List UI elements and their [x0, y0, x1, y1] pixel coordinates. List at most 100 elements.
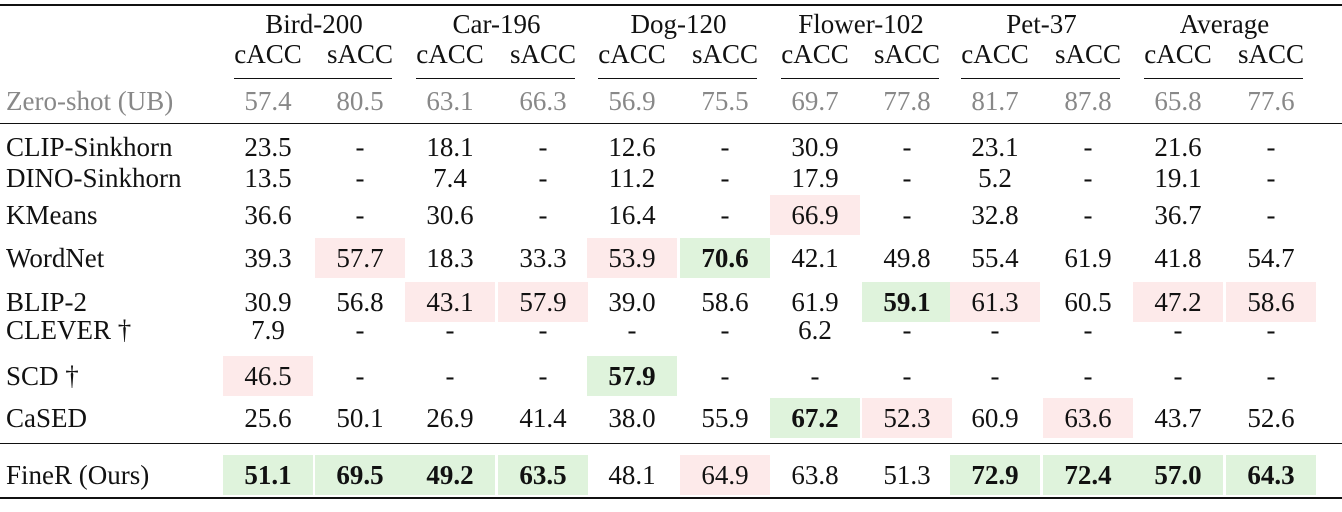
cell: 18.1	[426, 132, 474, 162]
cell: 42.1	[791, 243, 839, 273]
row-label: CLEVER †	[6, 315, 132, 345]
cell: 7.4	[433, 163, 467, 193]
group-header: Flower-102	[798, 9, 924, 39]
cell: 56.9	[608, 86, 656, 116]
second-highlight	[223, 356, 313, 396]
cell: 51.1	[244, 460, 292, 490]
cell: -	[355, 132, 365, 162]
cell: -	[355, 315, 365, 345]
cell: 72.9	[971, 460, 1019, 490]
second-highlight	[587, 238, 677, 278]
cell: 5.2	[978, 163, 1012, 193]
cell: 39.0	[608, 287, 656, 317]
cell: 66.3	[519, 86, 567, 116]
cell: -	[538, 200, 548, 230]
final-rule	[0, 443, 1342, 444]
group-rule	[234, 78, 392, 79]
cell: 26.9	[426, 403, 474, 433]
cell: 81.7	[971, 86, 1019, 116]
second-highlight	[680, 455, 770, 495]
cell: -	[1266, 361, 1276, 391]
cell: 57.4	[244, 86, 292, 116]
cell: 66.9	[791, 200, 839, 230]
cell: 43.1	[426, 287, 474, 317]
best-highlight	[498, 455, 588, 495]
cell: 50.1	[336, 403, 384, 433]
cell: -	[720, 132, 730, 162]
second-highlight	[315, 238, 405, 278]
cell: 55.9	[701, 403, 749, 433]
cell: 13.5	[244, 163, 292, 193]
second-highlight	[1226, 282, 1316, 322]
group-header: Average	[1179, 9, 1270, 39]
cell: 36.6	[244, 200, 292, 230]
cell: -	[1173, 315, 1183, 345]
cell: 23.1	[971, 132, 1019, 162]
cell: 11.2	[608, 163, 656, 193]
cell: -	[538, 132, 548, 162]
group-header: Pet-37	[1006, 9, 1077, 39]
second-highlight	[405, 282, 495, 322]
cell: 70.6	[701, 243, 749, 273]
cell: 25.6	[244, 403, 292, 433]
cell: 55.4	[971, 243, 1019, 273]
cell: 57.7	[336, 243, 384, 273]
group-rule	[416, 78, 575, 79]
cell: 59.1	[883, 287, 931, 317]
cell: 58.6	[1247, 287, 1295, 317]
best-highlight	[680, 238, 770, 278]
cell: 30.6	[426, 200, 474, 230]
cell: -	[1083, 163, 1093, 193]
cell: -	[1083, 200, 1093, 230]
cell: 41.8	[1154, 243, 1202, 273]
row-label: CLIP-Sinkhorn	[6, 132, 173, 162]
cell: -	[902, 315, 912, 345]
cell: 47.2	[1154, 287, 1202, 317]
cell: 17.9	[791, 163, 839, 193]
cell: 77.8	[883, 86, 931, 116]
cell: -	[810, 361, 820, 391]
cell: 61.3	[971, 287, 1019, 317]
zero-shot-rule	[0, 123, 1342, 124]
cell: -	[720, 315, 730, 345]
cell: 67.2	[791, 403, 839, 433]
cell: 56.8	[336, 287, 384, 317]
group-header: Dog-120	[630, 9, 727, 39]
cell: 52.3	[883, 403, 931, 433]
cell: -	[720, 163, 730, 193]
second-highlight	[770, 195, 860, 235]
cell: -	[1083, 361, 1093, 391]
group-rule	[781, 78, 939, 79]
cell: 19.1	[1154, 163, 1202, 193]
cell: 48.1	[608, 460, 656, 490]
best-highlight	[405, 455, 495, 495]
group-rule	[598, 78, 757, 79]
best-highlight	[770, 398, 860, 438]
cell: -	[1266, 163, 1276, 193]
group-header: Bird-200	[265, 9, 363, 39]
cell: -	[445, 315, 455, 345]
best-highlight	[315, 455, 405, 495]
cell: 63.5	[519, 460, 567, 490]
cell: -	[902, 361, 912, 391]
cell: 23.5	[244, 132, 292, 162]
cell: 46.5	[244, 361, 292, 391]
sub-header: cACC	[234, 39, 302, 69]
cell: 7.9	[251, 315, 285, 345]
group-rule	[961, 78, 1120, 79]
cell: 61.9	[1064, 243, 1112, 273]
cell: 54.7	[1247, 243, 1295, 273]
cell: 6.2	[798, 315, 832, 345]
sub-header: sACC	[873, 39, 941, 69]
cell: -	[902, 132, 912, 162]
cell: 30.9	[791, 132, 839, 162]
cell: -	[720, 200, 730, 230]
cell: 41.4	[519, 403, 567, 433]
cell: -	[1266, 315, 1276, 345]
cell: 60.5	[1064, 287, 1112, 317]
cell: 21.6	[1154, 132, 1202, 162]
sub-header: cACC	[961, 39, 1029, 69]
second-highlight	[1133, 282, 1223, 322]
cell: 58.6	[701, 287, 749, 317]
